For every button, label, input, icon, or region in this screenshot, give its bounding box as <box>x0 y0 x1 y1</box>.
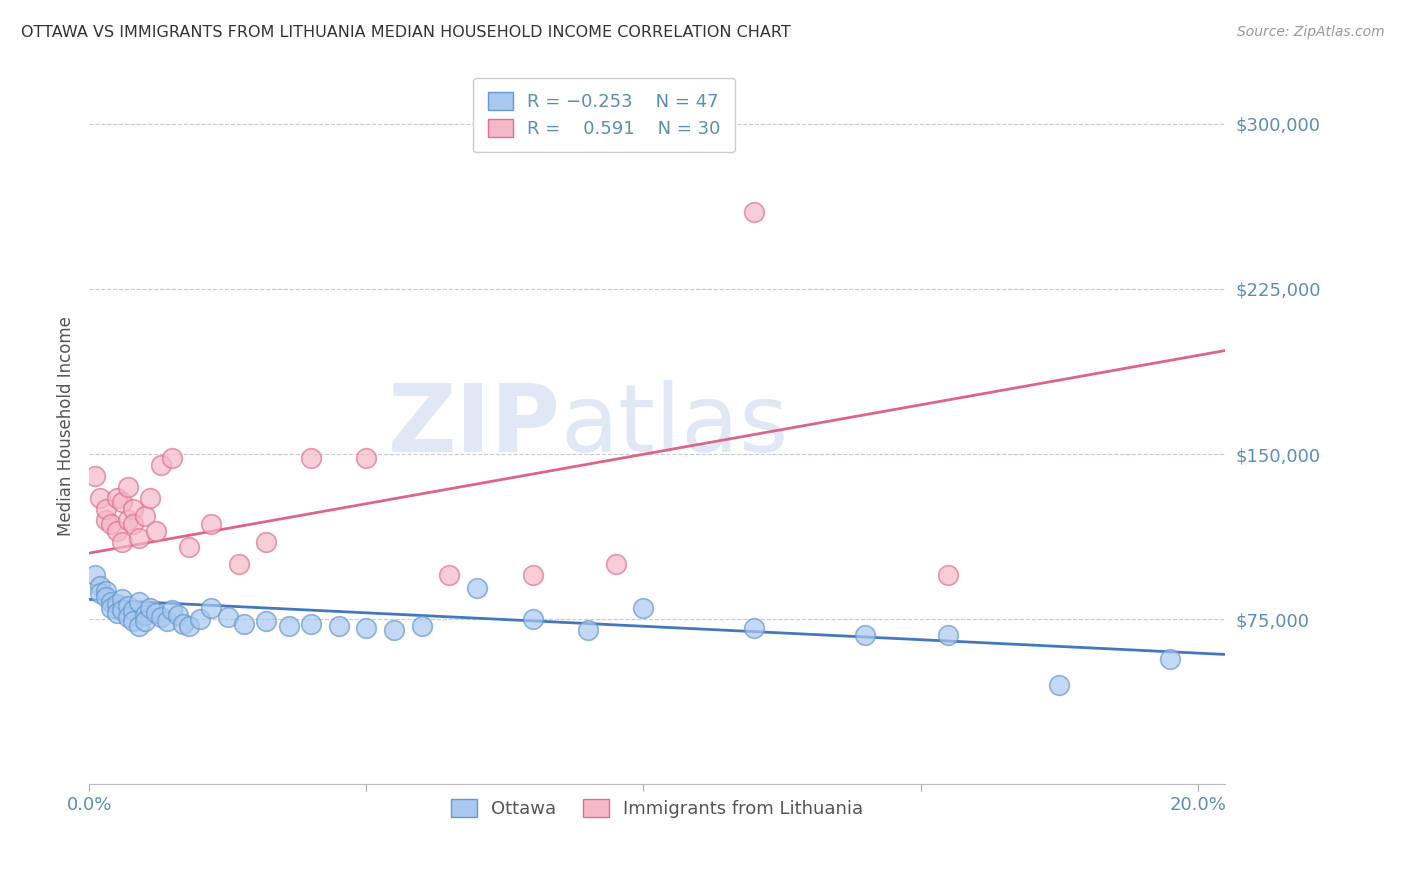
Point <box>105 524 128 538</box>
Point <box>439 568 461 582</box>
Point <box>576 624 599 638</box>
Point <box>233 616 256 631</box>
Point <box>299 616 322 631</box>
Point <box>382 624 405 638</box>
Point <box>150 610 173 624</box>
Point <box>156 615 179 629</box>
Point <box>160 451 183 466</box>
Point <box>111 603 134 617</box>
Point <box>94 583 117 598</box>
Point <box>853 627 876 641</box>
Point <box>117 480 139 494</box>
Legend: Ottawa, Immigrants from Lithuania: Ottawa, Immigrants from Lithuania <box>444 792 870 825</box>
Point <box>256 535 278 549</box>
Point <box>200 601 222 615</box>
Point <box>128 594 150 608</box>
Point <box>105 597 128 611</box>
Point <box>200 517 222 532</box>
Point <box>605 557 627 571</box>
Text: Source: ZipAtlas.com: Source: ZipAtlas.com <box>1237 25 1385 39</box>
Point <box>354 621 377 635</box>
Point <box>117 513 139 527</box>
Point <box>217 610 239 624</box>
Point <box>354 451 377 466</box>
Point <box>134 508 156 523</box>
Point <box>172 616 194 631</box>
Point <box>277 619 299 633</box>
Text: OTTAWA VS IMMIGRANTS FROM LITHUANIA MEDIAN HOUSEHOLD INCOME CORRELATION CHART: OTTAWA VS IMMIGRANTS FROM LITHUANIA MEDI… <box>21 25 790 40</box>
Point <box>936 568 959 582</box>
Point <box>633 601 655 615</box>
Point <box>100 594 122 608</box>
Point <box>89 579 111 593</box>
Point <box>128 531 150 545</box>
Point <box>139 601 162 615</box>
Point <box>105 491 128 505</box>
Point <box>100 517 122 532</box>
Point <box>105 606 128 620</box>
Point <box>1159 652 1181 666</box>
Point <box>522 612 544 626</box>
Point <box>111 495 134 509</box>
Point <box>139 491 162 505</box>
Point <box>299 451 322 466</box>
Point <box>742 621 765 635</box>
Point <box>89 491 111 505</box>
Point <box>328 619 350 633</box>
Text: atlas: atlas <box>561 381 789 473</box>
Point <box>411 619 433 633</box>
Point <box>160 603 183 617</box>
Point <box>177 540 200 554</box>
Point <box>465 582 488 596</box>
Point <box>1047 678 1070 692</box>
Point <box>122 517 145 532</box>
Point <box>122 502 145 516</box>
Point <box>94 590 117 604</box>
Point <box>94 502 117 516</box>
Y-axis label: Median Household Income: Median Household Income <box>58 317 75 536</box>
Point <box>128 619 150 633</box>
Point <box>134 615 156 629</box>
Point <box>94 513 117 527</box>
Point <box>117 599 139 613</box>
Point <box>177 619 200 633</box>
Point <box>228 557 250 571</box>
Point <box>522 568 544 582</box>
Point <box>117 610 139 624</box>
Point <box>83 469 105 483</box>
Point <box>166 607 188 622</box>
Point <box>134 607 156 622</box>
Point <box>89 586 111 600</box>
Point <box>188 612 211 626</box>
Text: ZIP: ZIP <box>388 381 561 473</box>
Point <box>742 204 765 219</box>
Point <box>100 601 122 615</box>
Point <box>111 535 134 549</box>
Point <box>83 568 105 582</box>
Point <box>150 458 173 472</box>
Point <box>122 615 145 629</box>
Point <box>111 592 134 607</box>
Point <box>256 615 278 629</box>
Point <box>936 627 959 641</box>
Point <box>145 606 167 620</box>
Point <box>122 603 145 617</box>
Point <box>145 524 167 538</box>
